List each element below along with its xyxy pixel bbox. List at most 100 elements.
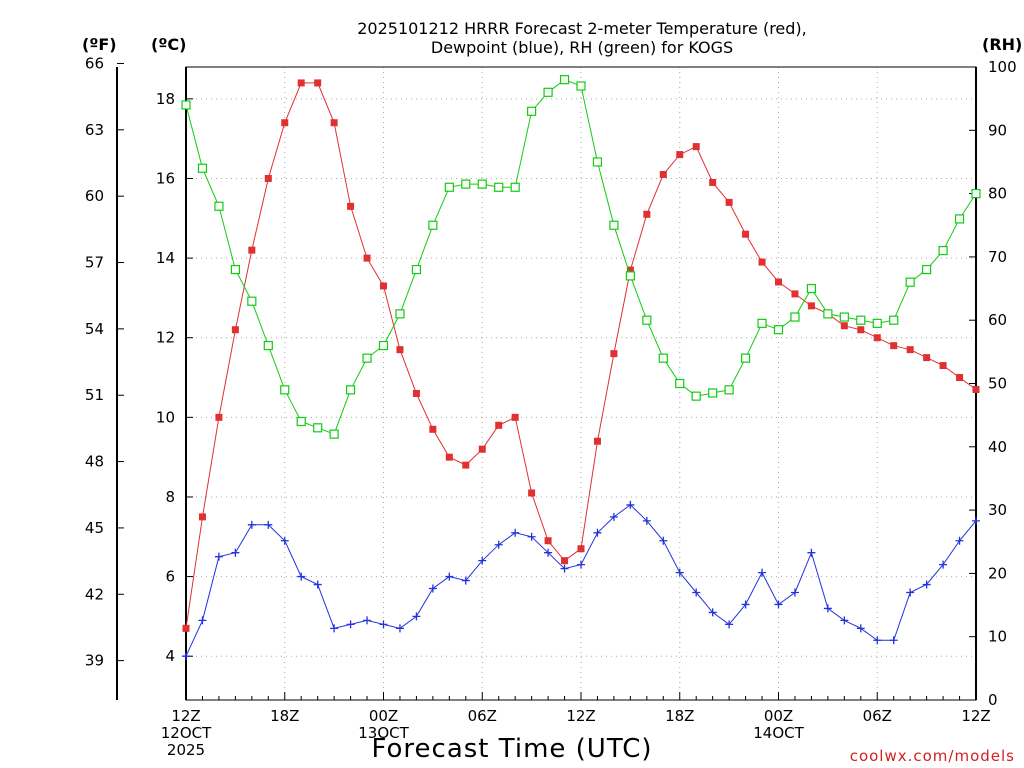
rh-tick-label: 20 — [988, 564, 1007, 582]
rh-tick-label: 30 — [988, 501, 1007, 519]
x-tick-label: 12Z — [961, 707, 990, 725]
dewpoint-point — [659, 536, 668, 545]
rh-point — [230, 264, 240, 275]
rh-point — [280, 385, 290, 395]
rh-point — [263, 340, 273, 351]
rh-tick-label: 80 — [988, 185, 1007, 203]
temperature-point — [758, 258, 766, 266]
rh-axis-label: (RH) — [982, 35, 1022, 54]
temperature-point — [248, 246, 256, 254]
dewpoint-point — [758, 568, 767, 577]
dewpoint-point — [346, 620, 355, 629]
temperature-point — [873, 334, 881, 342]
fahrenheit-tick-label: 63 — [85, 121, 104, 139]
x-tick-label: 12Z — [171, 707, 200, 725]
temperature-point — [281, 119, 289, 127]
temperature-point — [593, 437, 601, 445]
dewpoint-point — [642, 516, 651, 525]
rh-tick-label: 0 — [988, 691, 998, 709]
rh-tick-label: 40 — [988, 438, 1007, 456]
rh-point — [790, 312, 800, 322]
temperature-point — [528, 489, 536, 497]
temperature-point — [972, 385, 980, 393]
rh-tick-label: 10 — [988, 628, 1007, 646]
fahrenheit-axis-label: (ºF) — [82, 35, 117, 54]
rh-point — [675, 378, 685, 389]
celsius-tick-label: 12 — [156, 329, 175, 347]
temperature-point — [725, 198, 733, 206]
dewpoint-point — [609, 512, 618, 521]
dewpoint-point — [560, 564, 569, 573]
dewpoint-point — [544, 548, 553, 557]
temperature-point — [495, 421, 503, 429]
rh-point — [905, 277, 915, 287]
rh-point — [296, 416, 306, 427]
celsius-tick-label: 4 — [165, 647, 175, 665]
rh-point — [971, 189, 981, 199]
x-tick-label: 12Z — [566, 707, 595, 725]
dewpoint-point — [461, 576, 470, 585]
temperature-point — [939, 362, 947, 370]
fahrenheit-tick-label: 42 — [85, 585, 104, 603]
dewpoint-point — [214, 552, 223, 561]
x-tick-label: 18Z — [665, 707, 694, 725]
x-tick-label: 13OCT — [358, 724, 409, 742]
rh-point — [461, 179, 471, 189]
dewpoint-point — [395, 624, 404, 633]
celsius-axis-label: (ºC) — [151, 35, 186, 54]
rh-point — [247, 296, 257, 306]
dewpoint-point — [198, 616, 207, 625]
temperature-point — [775, 278, 782, 286]
temperature-point — [544, 537, 552, 545]
dewpoint-point — [939, 560, 948, 569]
temperature-point — [363, 254, 371, 262]
temperature-point — [577, 545, 585, 553]
rh-point — [214, 201, 224, 211]
rh-point — [181, 100, 191, 110]
dewpoint-point — [790, 588, 799, 597]
dewpoint-point — [692, 588, 701, 597]
rh-point — [625, 271, 635, 281]
dewpoint-point — [725, 620, 734, 629]
dewpoint-point — [626, 500, 635, 509]
dewpoint-series — [182, 500, 980, 661]
fahrenheit-tick-label: 51 — [85, 386, 104, 404]
dewpoint-point — [593, 528, 602, 537]
rh-point — [313, 423, 323, 433]
rh-point — [889, 315, 899, 325]
rh-point — [477, 179, 487, 189]
dewpoint-point — [774, 600, 783, 609]
x-tick-label: 06Z — [863, 707, 892, 725]
temperature-point — [906, 346, 914, 354]
rh-point — [527, 106, 537, 116]
dewpoint-point — [231, 548, 240, 557]
rh-point — [592, 157, 603, 167]
fahrenheit-tick-label: 66 — [85, 54, 104, 72]
fahrenheit-tick-label: 57 — [85, 254, 104, 272]
rh-point — [658, 353, 668, 363]
rh-point — [444, 182, 454, 192]
rh-point — [428, 220, 438, 230]
temperature-point — [692, 143, 700, 151]
dewpoint-point — [313, 580, 322, 589]
temperature-point — [445, 453, 453, 461]
dewpoint-point — [247, 520, 256, 529]
temperature-point — [659, 170, 667, 178]
rh-point — [378, 340, 389, 351]
dewpoint-point — [478, 556, 487, 565]
dewpoint-point — [297, 572, 306, 581]
temperature-point — [330, 119, 338, 127]
dewpoint-point — [363, 616, 372, 625]
rh-point — [543, 87, 553, 97]
temperature-point — [429, 425, 437, 433]
x-tick-label: 12OCT — [161, 724, 212, 742]
rh-point — [345, 385, 356, 395]
temperature-point — [890, 342, 898, 350]
x-tick-label: 2025 — [167, 741, 205, 759]
rh-tick-label: 100 — [988, 58, 1017, 76]
temperature-point — [264, 174, 272, 182]
celsius-tick-label: 8 — [165, 488, 175, 506]
rh-point — [576, 81, 586, 91]
